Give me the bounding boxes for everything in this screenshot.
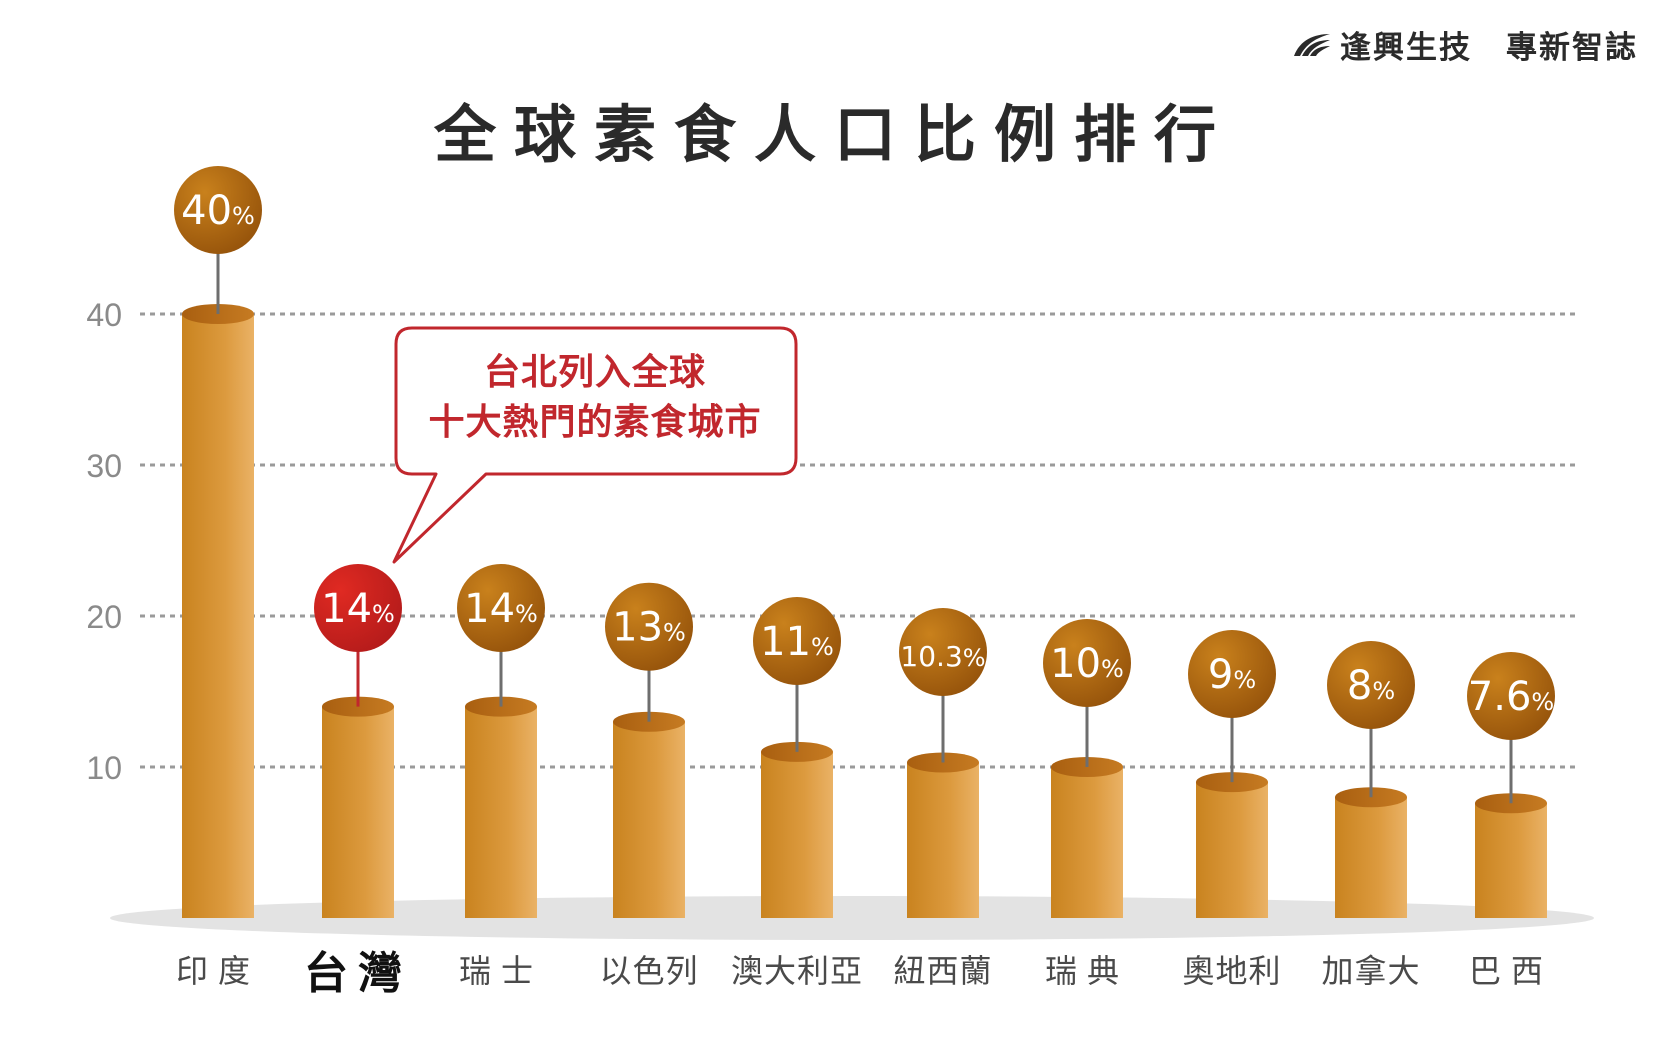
- bar: [182, 314, 254, 918]
- value-bubble: [1467, 652, 1555, 740]
- data-label: 9%: [1208, 652, 1256, 698]
- y-tick-label: 20: [86, 599, 122, 635]
- brand-name: 逢興生技: [1340, 30, 1472, 66]
- x-tick-label: 紐西蘭: [893, 952, 992, 990]
- callout-bubble: [392, 326, 798, 564]
- chart-title: 全球素食人口比例排行: [433, 98, 1234, 171]
- x-tick-label: 澳大利亞: [731, 952, 863, 990]
- value-bubble: [1188, 630, 1276, 718]
- y-tick-label: 30: [86, 448, 122, 484]
- brand-header: 逢興生技 專新智誌: [1290, 22, 1638, 67]
- bar: [1335, 797, 1407, 918]
- bar: [465, 706, 537, 918]
- data-label: 10%: [1050, 641, 1124, 687]
- bar: [1475, 803, 1547, 918]
- callout-line-1: 台北列入全球: [483, 352, 706, 393]
- value-bubble: [753, 597, 841, 685]
- bar: [613, 721, 685, 918]
- value-bubble: [174, 166, 262, 254]
- callout: [392, 326, 798, 564]
- x-tick-label: 瑞士: [459, 952, 543, 990]
- labels-layer: 40% 印度 14% 台灣 14% 瑞士 13% 以色列 11% 澳大利亞 10.3% 紐西蘭 10% 瑞…: [174, 166, 1555, 999]
- value-bubble: [899, 608, 987, 696]
- bar: [1196, 782, 1268, 918]
- x-tick-label: 加拿大: [1321, 952, 1420, 990]
- data-label: 14%: [321, 586, 395, 632]
- callout-line-2: 十大熱門的素食城市: [428, 402, 762, 443]
- bars-layer: [182, 250, 1547, 918]
- data-label: 8%: [1347, 663, 1395, 709]
- bar: [1051, 767, 1123, 918]
- bar: [322, 706, 394, 918]
- value-bubble: [314, 564, 402, 652]
- value-bubble: [457, 564, 545, 652]
- bar: [761, 751, 833, 918]
- x-tick-label: 印度: [176, 952, 260, 990]
- data-label: 13%: [612, 605, 686, 651]
- value-bubble: [1327, 641, 1415, 729]
- x-tick-label: 奧地利: [1182, 952, 1281, 990]
- value-bubble: [605, 582, 693, 671]
- data-label: 10.3%: [900, 640, 985, 673]
- x-tick-label: 以色列: [599, 952, 698, 990]
- value-bubble: [1043, 619, 1131, 707]
- swoosh-logo-icon: [1294, 33, 1330, 56]
- publication-name: 專新智誌: [1506, 30, 1638, 66]
- data-label: 14%: [464, 586, 538, 632]
- x-tick-label: 巴西: [1469, 952, 1553, 990]
- data-label: 40%: [181, 188, 255, 234]
- x-tick-label: 瑞典: [1045, 952, 1129, 990]
- y-tick-label: 10: [86, 750, 122, 786]
- y-tick-label: 40: [86, 297, 122, 333]
- data-label: 11%: [760, 619, 834, 665]
- callout-text: 台北列入全球 十大熱門的素食城市: [400, 348, 790, 448]
- x-tick-label: 台灣: [304, 948, 412, 999]
- data-label: 7.6%: [1468, 674, 1554, 720]
- bar: [907, 762, 979, 918]
